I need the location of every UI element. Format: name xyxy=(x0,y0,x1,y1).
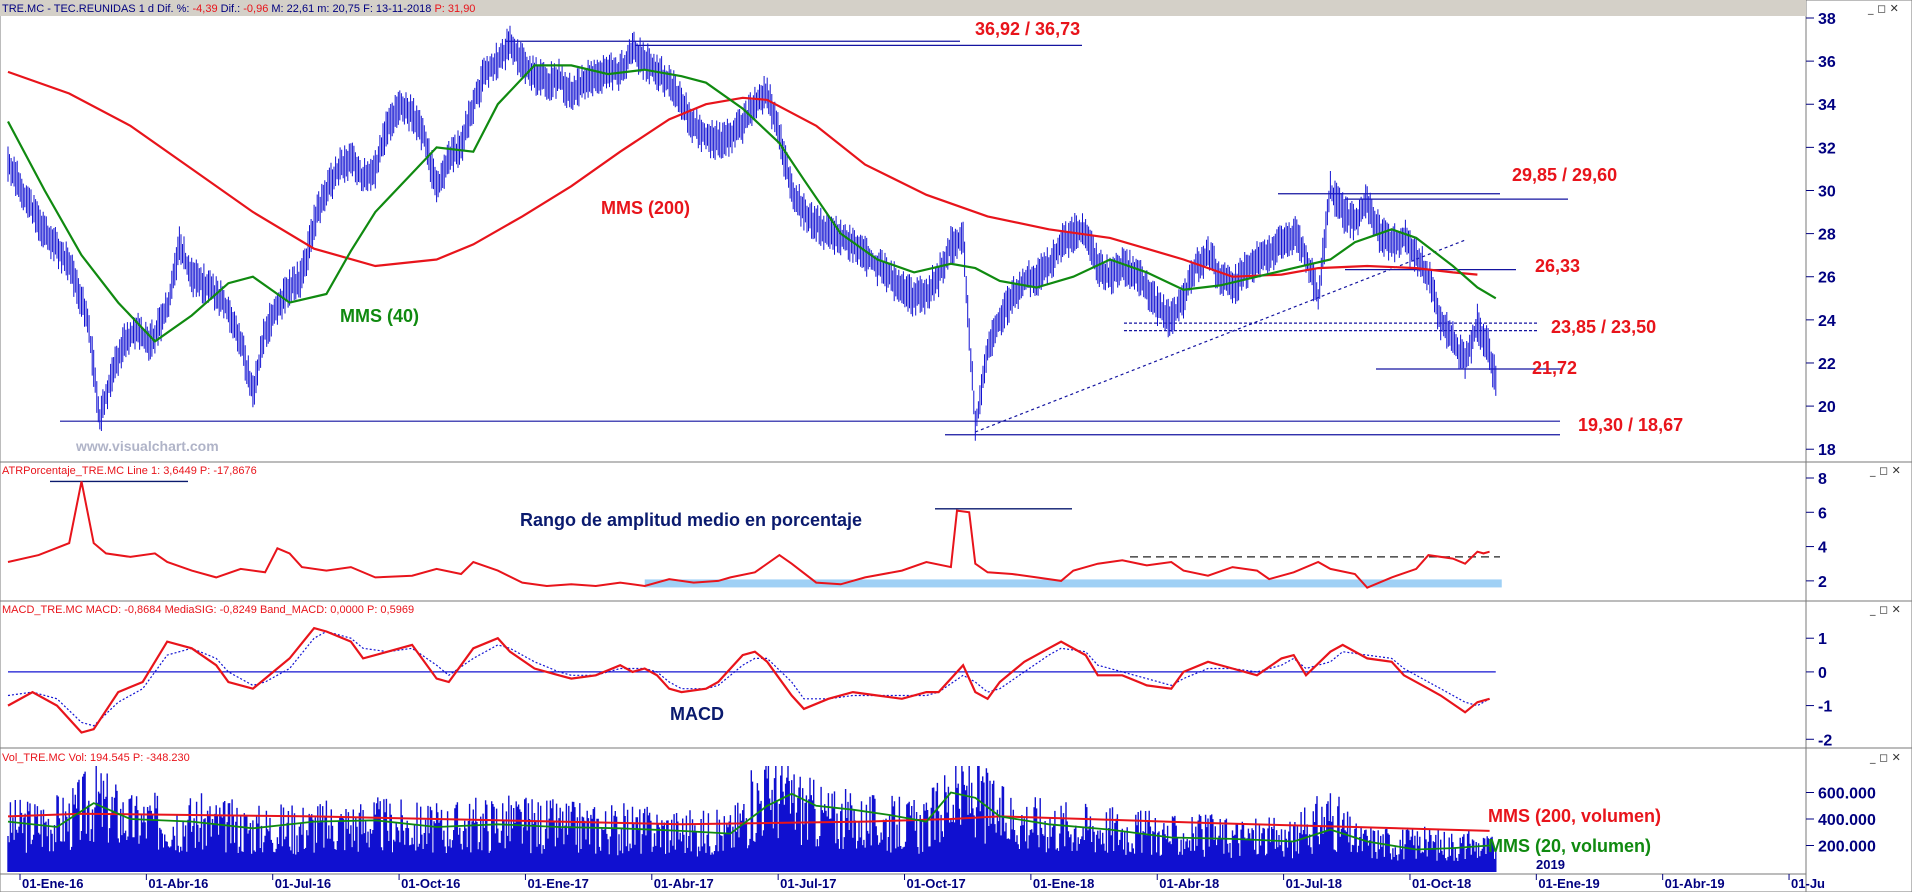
price-bars xyxy=(7,25,1497,441)
level-label: 36,92 / 36,73 xyxy=(975,19,1080,39)
atr-line xyxy=(7,481,1490,589)
price-header-bar xyxy=(0,0,1806,16)
atr-y-axis: 2 4 6 8 xyxy=(1806,471,1827,591)
y-tick-label: 200.000 xyxy=(1818,839,1876,856)
header-part-0: Vol_TRE.MC Vol: 194.545 P: -348.230 xyxy=(2,752,190,764)
macd-signal-line xyxy=(7,630,1490,727)
atr-annotations xyxy=(50,480,1502,588)
y-tick-label: 30 xyxy=(1818,183,1836,200)
header-part-0: TRE.MC - TEC.REUNIDAS 1 d Dif. %: xyxy=(2,3,193,15)
header-part-4: M: 22,61 m: 20,75 F: 13-11-2018 xyxy=(268,3,434,15)
x-tick-label: 01-Oct-17 xyxy=(907,876,966,891)
x-tick-label: 01-Ene-19 xyxy=(1538,876,1599,891)
x-tick-label: 01-Jul-18 xyxy=(1286,876,1342,891)
atr-annotation: Rango de amplitud medio en porcentaje xyxy=(520,510,862,530)
y-tick-label: 38 xyxy=(1818,11,1836,28)
macd-series-lines xyxy=(7,626,1496,734)
y-tick-label: 20 xyxy=(1818,399,1836,416)
ascending-trendline xyxy=(975,239,1466,433)
x-tick-label: 01-Abr-18 xyxy=(1159,876,1219,891)
y-tick-label: 400.000 xyxy=(1818,812,1876,829)
y-tick-label: 34 xyxy=(1818,97,1836,114)
price-panel-header: TRE.MC - TEC.REUNIDAS 1 d Dif. %: -4,39 … xyxy=(2,3,475,15)
vol-mms20-label: MMS (20, volumen) xyxy=(1488,836,1651,856)
y-tick-label: 2 xyxy=(1818,574,1827,591)
y-tick-label: 0 xyxy=(1818,665,1827,682)
y-tick-label: 32 xyxy=(1818,140,1836,157)
macd-annotation: MACD xyxy=(670,704,724,724)
volume-moving-averages xyxy=(7,791,1490,851)
level-label: 23,85 / 23,50 xyxy=(1551,317,1656,337)
x-tick-label: 01-Oct-16 xyxy=(401,876,460,891)
y-tick-label: 600.000 xyxy=(1818,786,1876,803)
y-tick-label: 26 xyxy=(1818,270,1836,287)
header-part-2: Dif.: xyxy=(218,3,244,15)
x-tick-label: 01-Oct-18 xyxy=(1412,876,1471,891)
mms40-label: MMS (40) xyxy=(340,306,419,326)
volume-panel-header: Vol_TRE.MC Vol: 194.545 P: -348.230 xyxy=(2,752,190,764)
level-label: 21,72 xyxy=(1532,358,1577,378)
y-tick-label: 18 xyxy=(1818,442,1836,459)
price-trendline xyxy=(975,239,1466,433)
y-tick-label: 24 xyxy=(1818,313,1836,330)
level-label: 29,85 / 29,60 xyxy=(1512,165,1617,185)
y-tick-label: 8 xyxy=(1818,471,1827,488)
y-tick-label: -2 xyxy=(1818,732,1832,749)
atr-window-controls[interactable]: _ ◻ ✕ xyxy=(1869,464,1901,477)
x-tick-label: 01-Abr-17 xyxy=(654,876,714,891)
header-part-1: -4,39 xyxy=(193,3,218,15)
x-tick-label: 01-Ene-16 xyxy=(22,876,83,891)
price-level-labels: 36,92 / 36,73 29,85 / 29,60 26,33 23,85 / 2… xyxy=(975,19,1683,435)
level-label: 26,33 xyxy=(1535,256,1580,276)
atr-panel-frame xyxy=(0,461,1912,602)
x-tick-label: 01-Jul-16 xyxy=(275,876,331,891)
atr-series-line xyxy=(7,481,1490,589)
y-tick-label: 22 xyxy=(1818,356,1836,373)
watermark: www.visualchart.com xyxy=(75,438,219,454)
macd-y-axis: -2 -1 0 1 xyxy=(1806,631,1832,749)
header-part-5: P: 31,90 xyxy=(434,3,475,15)
atr-low-band xyxy=(644,579,1502,588)
header-part-0: MACD_TRE.MC MACD: -0,8684 MediaSIG: -0,8… xyxy=(2,604,414,616)
x-tick-label: 01-Jul-17 xyxy=(780,876,836,891)
y-tick-label: 36 xyxy=(1818,54,1836,71)
y-tick-label: 6 xyxy=(1818,505,1827,522)
price-series-lines xyxy=(7,25,1497,441)
price-window-controls[interactable]: _ ◻ ✕ xyxy=(1867,2,1899,15)
x-axis-year-marker: 2019 xyxy=(1536,857,1565,872)
y-tick-label: 28 xyxy=(1818,227,1836,244)
vol-mms200-label: MMS (200, volumen) xyxy=(1488,806,1661,826)
mms40-line xyxy=(7,64,1497,343)
header-part-0: ATRPorcentaje_TRE.MC Line 1: 3,6449 P: -… xyxy=(2,465,257,477)
y-tick-label: 4 xyxy=(1818,540,1827,557)
volume-bars xyxy=(7,766,1497,872)
x-tick-label: 01-Ene-18 xyxy=(1033,876,1094,891)
volume-y-axis: 200.000 400.000 600.000 xyxy=(1806,786,1876,856)
macd-line xyxy=(7,626,1490,734)
macd-window-controls[interactable]: _ ◻ ✕ xyxy=(1869,603,1901,616)
volume-mms200-line xyxy=(7,812,1490,832)
price-panel-frame xyxy=(0,0,1912,463)
price-y-axis: 18 20 22 24 26 28 30 32 34 36 38 xyxy=(1806,11,1836,459)
level-label: 19,30 / 18,67 xyxy=(1578,415,1683,435)
volume-mms20-line xyxy=(7,791,1490,851)
x-tick-label: 01-Ene-17 xyxy=(527,876,588,891)
mms200-line xyxy=(7,70,1478,278)
x-axis: 01-Ene-16 01-Abr-16 01-Jul-16 01-Oct-16 01-E… xyxy=(0,873,1825,891)
x-tick-label: 01-Abr-19 xyxy=(1665,876,1725,891)
x-tick-label: 01-Ju xyxy=(1791,876,1825,891)
atr-panel-header: ATRPorcentaje_TRE.MC Line 1: 3,6449 P: -… xyxy=(2,465,257,477)
volume-window-controls[interactable]: _ ◻ ✕ xyxy=(1869,751,1901,764)
y-tick-label: -1 xyxy=(1818,699,1832,716)
window-controls: _ ◻ ✕ _ ◻ ✕ _ ◻ ✕ _ ◻ ✕ xyxy=(1867,2,1901,764)
header-part-3: -0,96 xyxy=(243,3,268,15)
volume-bars-path xyxy=(7,766,1497,872)
mms200-label: MMS (200) xyxy=(601,198,690,218)
macd-panel-header: MACD_TRE.MC MACD: -0,8684 MediaSIG: -0,8… xyxy=(2,604,414,616)
y-tick-label: 1 xyxy=(1818,631,1827,648)
x-tick-label: 01-Abr-16 xyxy=(148,876,208,891)
